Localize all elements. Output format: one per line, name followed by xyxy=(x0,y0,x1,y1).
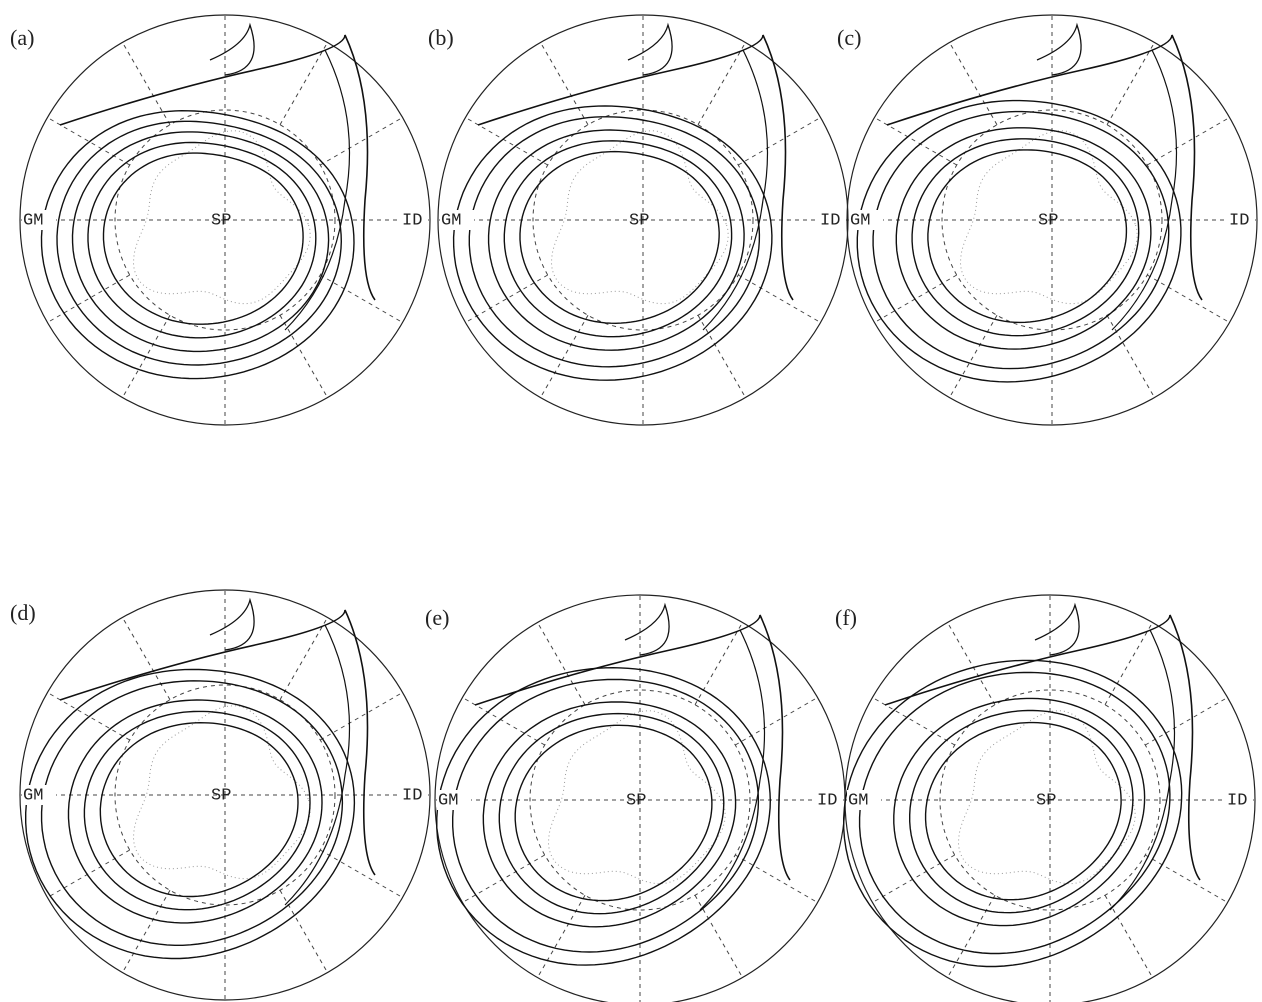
contour xyxy=(515,725,712,900)
contour xyxy=(104,153,304,324)
right-label: ID xyxy=(1229,211,1249,230)
contour xyxy=(469,117,759,367)
meridian xyxy=(465,118,547,166)
meridian xyxy=(738,118,820,166)
contour-filament xyxy=(628,25,672,75)
meridian xyxy=(541,42,589,124)
contour xyxy=(489,130,744,350)
contour xyxy=(454,106,772,380)
contour-filament xyxy=(210,25,254,75)
left-label: GM xyxy=(441,211,461,230)
contour-filament xyxy=(1112,50,1177,330)
contour xyxy=(69,700,323,923)
meridian xyxy=(462,855,544,903)
meridian xyxy=(698,42,746,124)
contour xyxy=(26,670,355,959)
contour-filament xyxy=(700,630,765,910)
center-label: SP xyxy=(211,211,231,230)
meridian xyxy=(541,315,589,397)
meridian xyxy=(695,622,743,704)
meridian xyxy=(320,118,402,166)
contour xyxy=(483,702,735,927)
meridian xyxy=(1145,855,1227,903)
contour xyxy=(896,128,1151,349)
right-label: ID xyxy=(402,211,422,230)
contour xyxy=(437,668,771,965)
contour xyxy=(520,152,719,324)
contour xyxy=(910,711,1133,913)
meridian xyxy=(872,698,954,746)
contour-filament xyxy=(625,605,669,655)
contour xyxy=(73,132,329,352)
contour-filament xyxy=(1110,630,1175,910)
contour xyxy=(499,714,724,914)
meridian xyxy=(1147,118,1229,166)
panel-label: (b) xyxy=(428,25,454,50)
contour-filament xyxy=(703,50,768,330)
left-label: GM xyxy=(438,791,458,810)
panel-label: (d) xyxy=(10,600,36,625)
contour-filament xyxy=(1037,25,1081,75)
contour xyxy=(88,143,316,338)
right-label: ID xyxy=(817,791,837,810)
center-label: SP xyxy=(211,786,231,805)
meridian xyxy=(735,855,817,903)
left-label: GM xyxy=(848,791,868,810)
meridian xyxy=(462,698,544,746)
right-label: ID xyxy=(1227,791,1247,810)
contour xyxy=(100,723,298,897)
meridian xyxy=(735,698,817,746)
contour xyxy=(928,150,1127,323)
page: {"panels": [ {"label": "(a)", "left": "G… xyxy=(0,0,1262,1002)
center-label: SP xyxy=(629,211,649,230)
panel-label: (c) xyxy=(837,25,861,50)
meridian xyxy=(874,275,956,323)
center-label: SP xyxy=(1036,791,1056,810)
center-label: SP xyxy=(1038,211,1058,230)
panel-label: (e) xyxy=(425,605,449,630)
contour xyxy=(912,139,1139,336)
meridian xyxy=(1147,275,1229,323)
panel-label: (f) xyxy=(835,605,857,630)
meridian xyxy=(280,42,328,124)
meridian xyxy=(738,275,820,323)
contour xyxy=(894,698,1145,925)
contour xyxy=(84,711,310,909)
meridian xyxy=(1105,622,1153,704)
right-label: ID xyxy=(402,786,422,805)
panel-label: (a) xyxy=(10,25,34,50)
figure: (a) GM SP ID (b) GM SP ID (c) GM SP ID (d) GM SP ID (e) G… xyxy=(0,0,1262,1002)
right-label: ID xyxy=(820,211,840,230)
left-label: GM xyxy=(850,211,870,230)
contour xyxy=(57,121,341,365)
center-label: SP xyxy=(626,791,646,810)
meridian xyxy=(280,617,328,699)
meridian xyxy=(1107,42,1155,124)
contour-filament xyxy=(285,625,350,905)
contour-filament xyxy=(210,600,254,650)
contour xyxy=(857,101,1181,382)
meridian xyxy=(47,850,129,898)
contour xyxy=(504,141,731,337)
contour-filament xyxy=(1035,605,1079,655)
left-label: GM xyxy=(23,211,43,230)
contour xyxy=(453,679,759,952)
contour-filament xyxy=(285,50,350,330)
left-label: GM xyxy=(23,786,43,805)
meridian xyxy=(950,42,998,124)
contour xyxy=(926,723,1122,900)
meridian xyxy=(872,855,954,903)
